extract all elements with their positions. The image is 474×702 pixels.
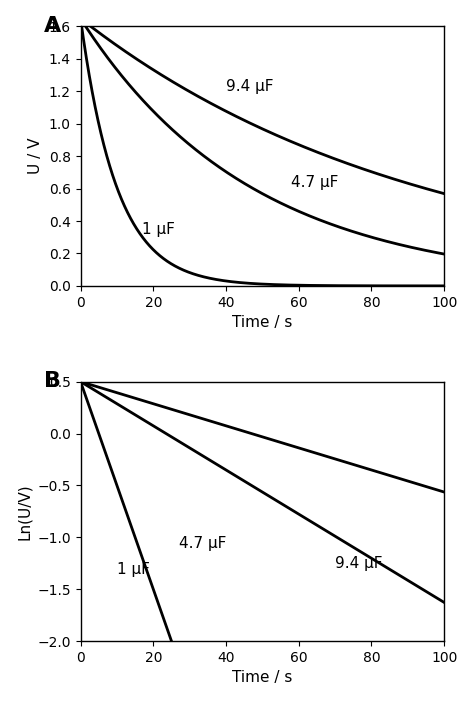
Text: A: A <box>44 16 62 36</box>
Y-axis label: U / V: U / V <box>28 138 43 174</box>
Text: 9.4 μF: 9.4 μF <box>226 79 273 94</box>
Text: 4.7 μF: 4.7 μF <box>179 536 226 550</box>
Y-axis label: Ln(U/V): Ln(U/V) <box>17 483 32 540</box>
Text: 1 μF: 1 μF <box>117 562 150 576</box>
X-axis label: Time / s: Time / s <box>232 670 292 685</box>
Text: B: B <box>44 371 61 391</box>
X-axis label: Time / s: Time / s <box>232 315 292 330</box>
Text: 4.7 μF: 4.7 μF <box>292 176 339 190</box>
Text: 1 μF: 1 μF <box>142 222 175 237</box>
Text: 9.4 μF: 9.4 μF <box>335 557 383 571</box>
